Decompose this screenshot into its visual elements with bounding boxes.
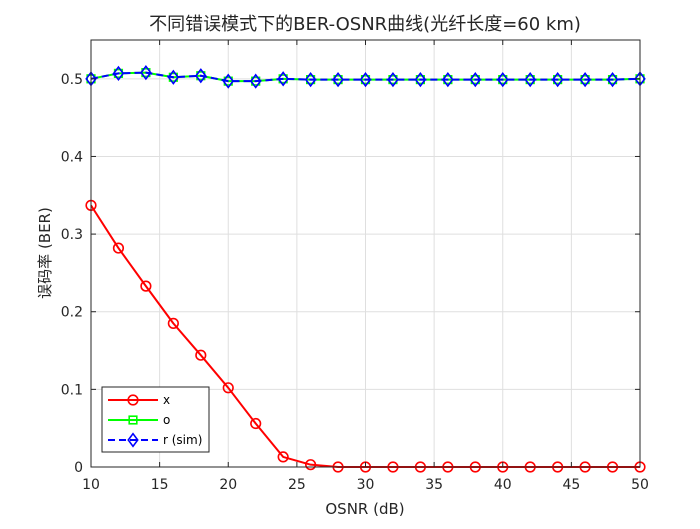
data-point bbox=[222, 382, 234, 394]
data-point bbox=[167, 317, 179, 329]
x-tick-label: 50 bbox=[631, 477, 649, 493]
y-axis-label: 误码率 (BER) bbox=[36, 207, 54, 299]
y-tick-label: 0.2 bbox=[61, 305, 83, 321]
data-point bbox=[304, 71, 317, 88]
legend-marker bbox=[128, 415, 138, 425]
x-axis-label: OSNR (dB) bbox=[325, 500, 404, 518]
data-point bbox=[249, 73, 262, 89]
x-tick-label: 45 bbox=[562, 477, 580, 493]
data-point bbox=[469, 71, 482, 88]
x-tick-label: 15 bbox=[151, 477, 169, 493]
legend-item: x bbox=[108, 393, 170, 407]
x-tick-label: 30 bbox=[357, 477, 375, 493]
legend-item: r (sim) bbox=[108, 432, 202, 448]
legend-marker bbox=[127, 394, 139, 406]
x-tick-label: 10 bbox=[82, 477, 100, 493]
chart-title: 不同错误模式下的BER-OSNR曲线(光纤长度=60 km) bbox=[149, 14, 581, 35]
data-point bbox=[112, 242, 125, 254]
data-point bbox=[497, 71, 509, 88]
axes: 10 15 20 25 30 35 40 45 50 0 0.1 0.2 0.3 0.4 0.5 bbox=[61, 39, 649, 493]
series-line bbox=[90, 71, 641, 83]
data-point bbox=[277, 451, 289, 463]
y-tick-label: 0 bbox=[74, 460, 83, 476]
x-tick-label: 25 bbox=[288, 477, 306, 493]
legend-label: o bbox=[163, 413, 170, 427]
data-point bbox=[305, 459, 317, 471]
legend-item: o bbox=[108, 413, 170, 427]
data-point bbox=[606, 71, 619, 88]
data-point bbox=[442, 71, 454, 88]
y-tick-label: 0.5 bbox=[61, 72, 83, 88]
data-point bbox=[140, 64, 152, 81]
data-point bbox=[167, 69, 180, 85]
legend: xo r (sim) bbox=[101, 386, 210, 453]
legend-label: r (sim) bbox=[163, 433, 202, 447]
data-point bbox=[250, 417, 262, 430]
y-tick-label: 0.3 bbox=[61, 227, 83, 243]
data-point bbox=[277, 71, 289, 87]
data-point bbox=[387, 71, 399, 88]
data-point bbox=[414, 71, 427, 88]
x-tick-label: 35 bbox=[425, 477, 443, 493]
data-point bbox=[195, 349, 207, 361]
legend-label: x bbox=[163, 393, 170, 407]
grid-lines bbox=[90, 40, 641, 468]
axes-box bbox=[90, 39, 641, 468]
data-point bbox=[222, 73, 234, 89]
legend-marker bbox=[127, 432, 139, 448]
data-point bbox=[579, 71, 591, 88]
data-point bbox=[551, 71, 564, 88]
x-tick-label: 20 bbox=[219, 477, 237, 493]
data-point bbox=[359, 71, 372, 88]
y-tick-label: 0.4 bbox=[61, 149, 83, 165]
series-3 bbox=[85, 64, 646, 89]
data-point bbox=[112, 65, 125, 82]
data-point bbox=[140, 280, 152, 292]
data-point bbox=[195, 68, 207, 84]
data-point bbox=[524, 71, 536, 88]
y-tick-label: 0.1 bbox=[61, 382, 83, 398]
data-point bbox=[332, 71, 344, 88]
x-tick-label: 40 bbox=[494, 477, 512, 493]
